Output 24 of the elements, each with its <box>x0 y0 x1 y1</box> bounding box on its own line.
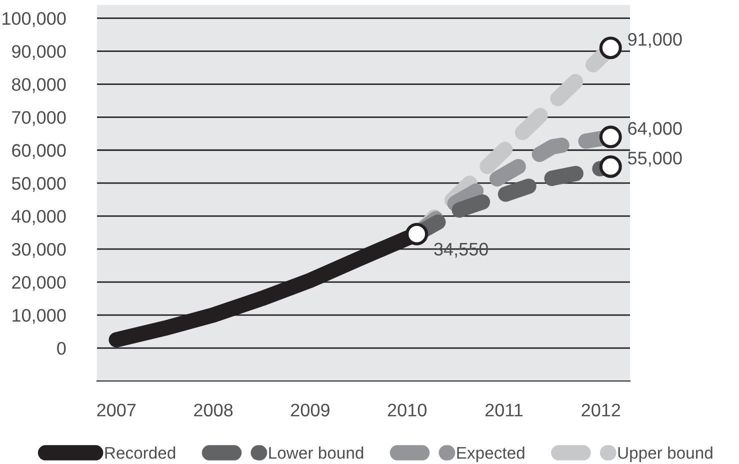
y-tick-label: 40,000 <box>12 210 66 225</box>
y-tick-label: 20,000 <box>12 276 66 291</box>
x-tick-label: 2009 <box>291 404 330 416</box>
data-label: 91,000 <box>628 32 682 48</box>
y-tick-label: 100,000 <box>2 12 66 28</box>
legend-label: Lower bound <box>269 446 364 459</box>
legend-label: Expected <box>457 446 524 462</box>
y-tick-label: 0 <box>57 342 66 355</box>
y-tick-label: 90,000 <box>12 45 66 60</box>
y-tick-label: 50,000 <box>12 177 66 192</box>
x-tick-label: 2010 <box>388 404 426 416</box>
y-tick-label: 30,000 <box>12 243 66 258</box>
data-label: 55,000 <box>628 152 682 167</box>
x-tick-label: 2012 <box>582 404 620 416</box>
y-tick-label: 70,000 <box>12 111 66 126</box>
y-tick-label: 10,000 <box>12 308 66 324</box>
x-tick-label: 2011 <box>486 404 523 416</box>
x-tick-label: 2008 <box>194 404 233 416</box>
y-tick-label: 80,000 <box>12 78 66 94</box>
y-tick-label: 60,000 <box>12 144 66 159</box>
data-label: 64,000 <box>628 122 682 137</box>
legend-label: Recorded <box>105 446 176 459</box>
x-tick-label: 2007 <box>97 404 136 416</box>
legend-label: Upper bound <box>618 446 712 462</box>
